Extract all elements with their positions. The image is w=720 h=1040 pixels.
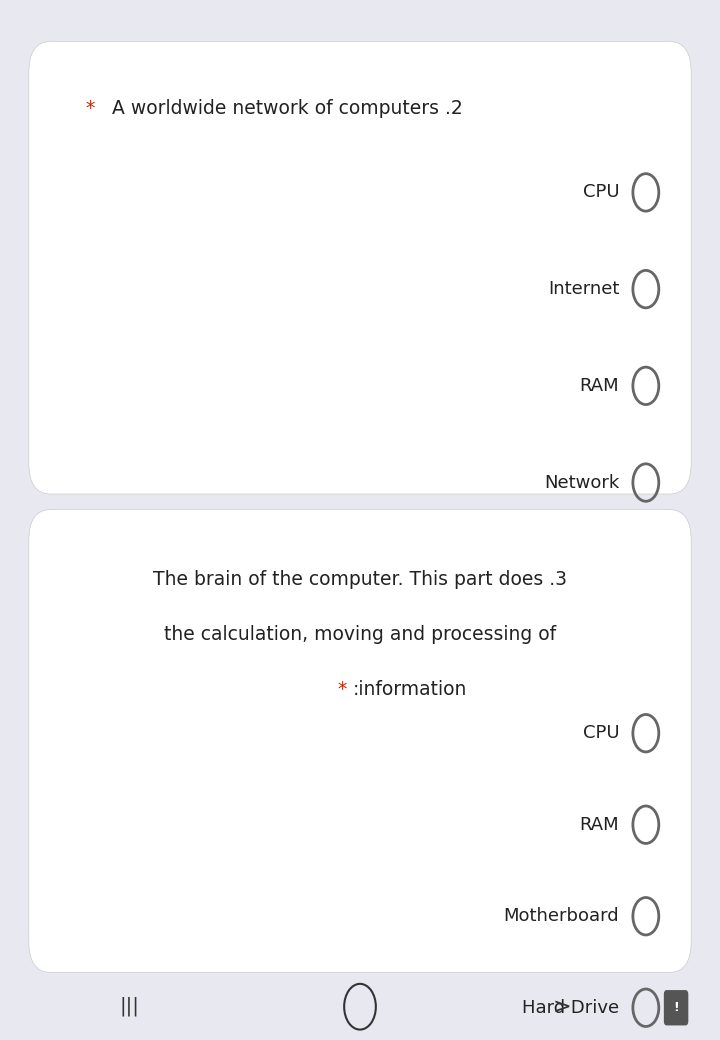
Text: Network: Network (544, 473, 619, 492)
Text: |||: ||| (120, 997, 140, 1016)
Text: A worldwide network of computers .2: A worldwide network of computers .2 (112, 99, 462, 118)
FancyBboxPatch shape (29, 42, 691, 494)
Text: *: * (86, 99, 102, 118)
Text: RAM: RAM (580, 815, 619, 834)
Text: :information: :information (353, 680, 467, 699)
Text: !: ! (673, 1002, 679, 1014)
Text: CPU: CPU (582, 183, 619, 202)
Text: *: * (338, 680, 353, 699)
Text: >: > (552, 996, 571, 1017)
Text: CPU: CPU (582, 724, 619, 743)
Text: Motherboard: Motherboard (503, 907, 619, 926)
Text: Hard Drive: Hard Drive (522, 998, 619, 1017)
Text: The brain of the computer. This part does .3: The brain of the computer. This part doe… (153, 570, 567, 589)
FancyBboxPatch shape (664, 990, 688, 1025)
Text: the calculation, moving and processing of: the calculation, moving and processing o… (164, 625, 556, 644)
Text: Internet: Internet (548, 280, 619, 298)
FancyBboxPatch shape (29, 510, 691, 972)
Text: RAM: RAM (580, 376, 619, 395)
